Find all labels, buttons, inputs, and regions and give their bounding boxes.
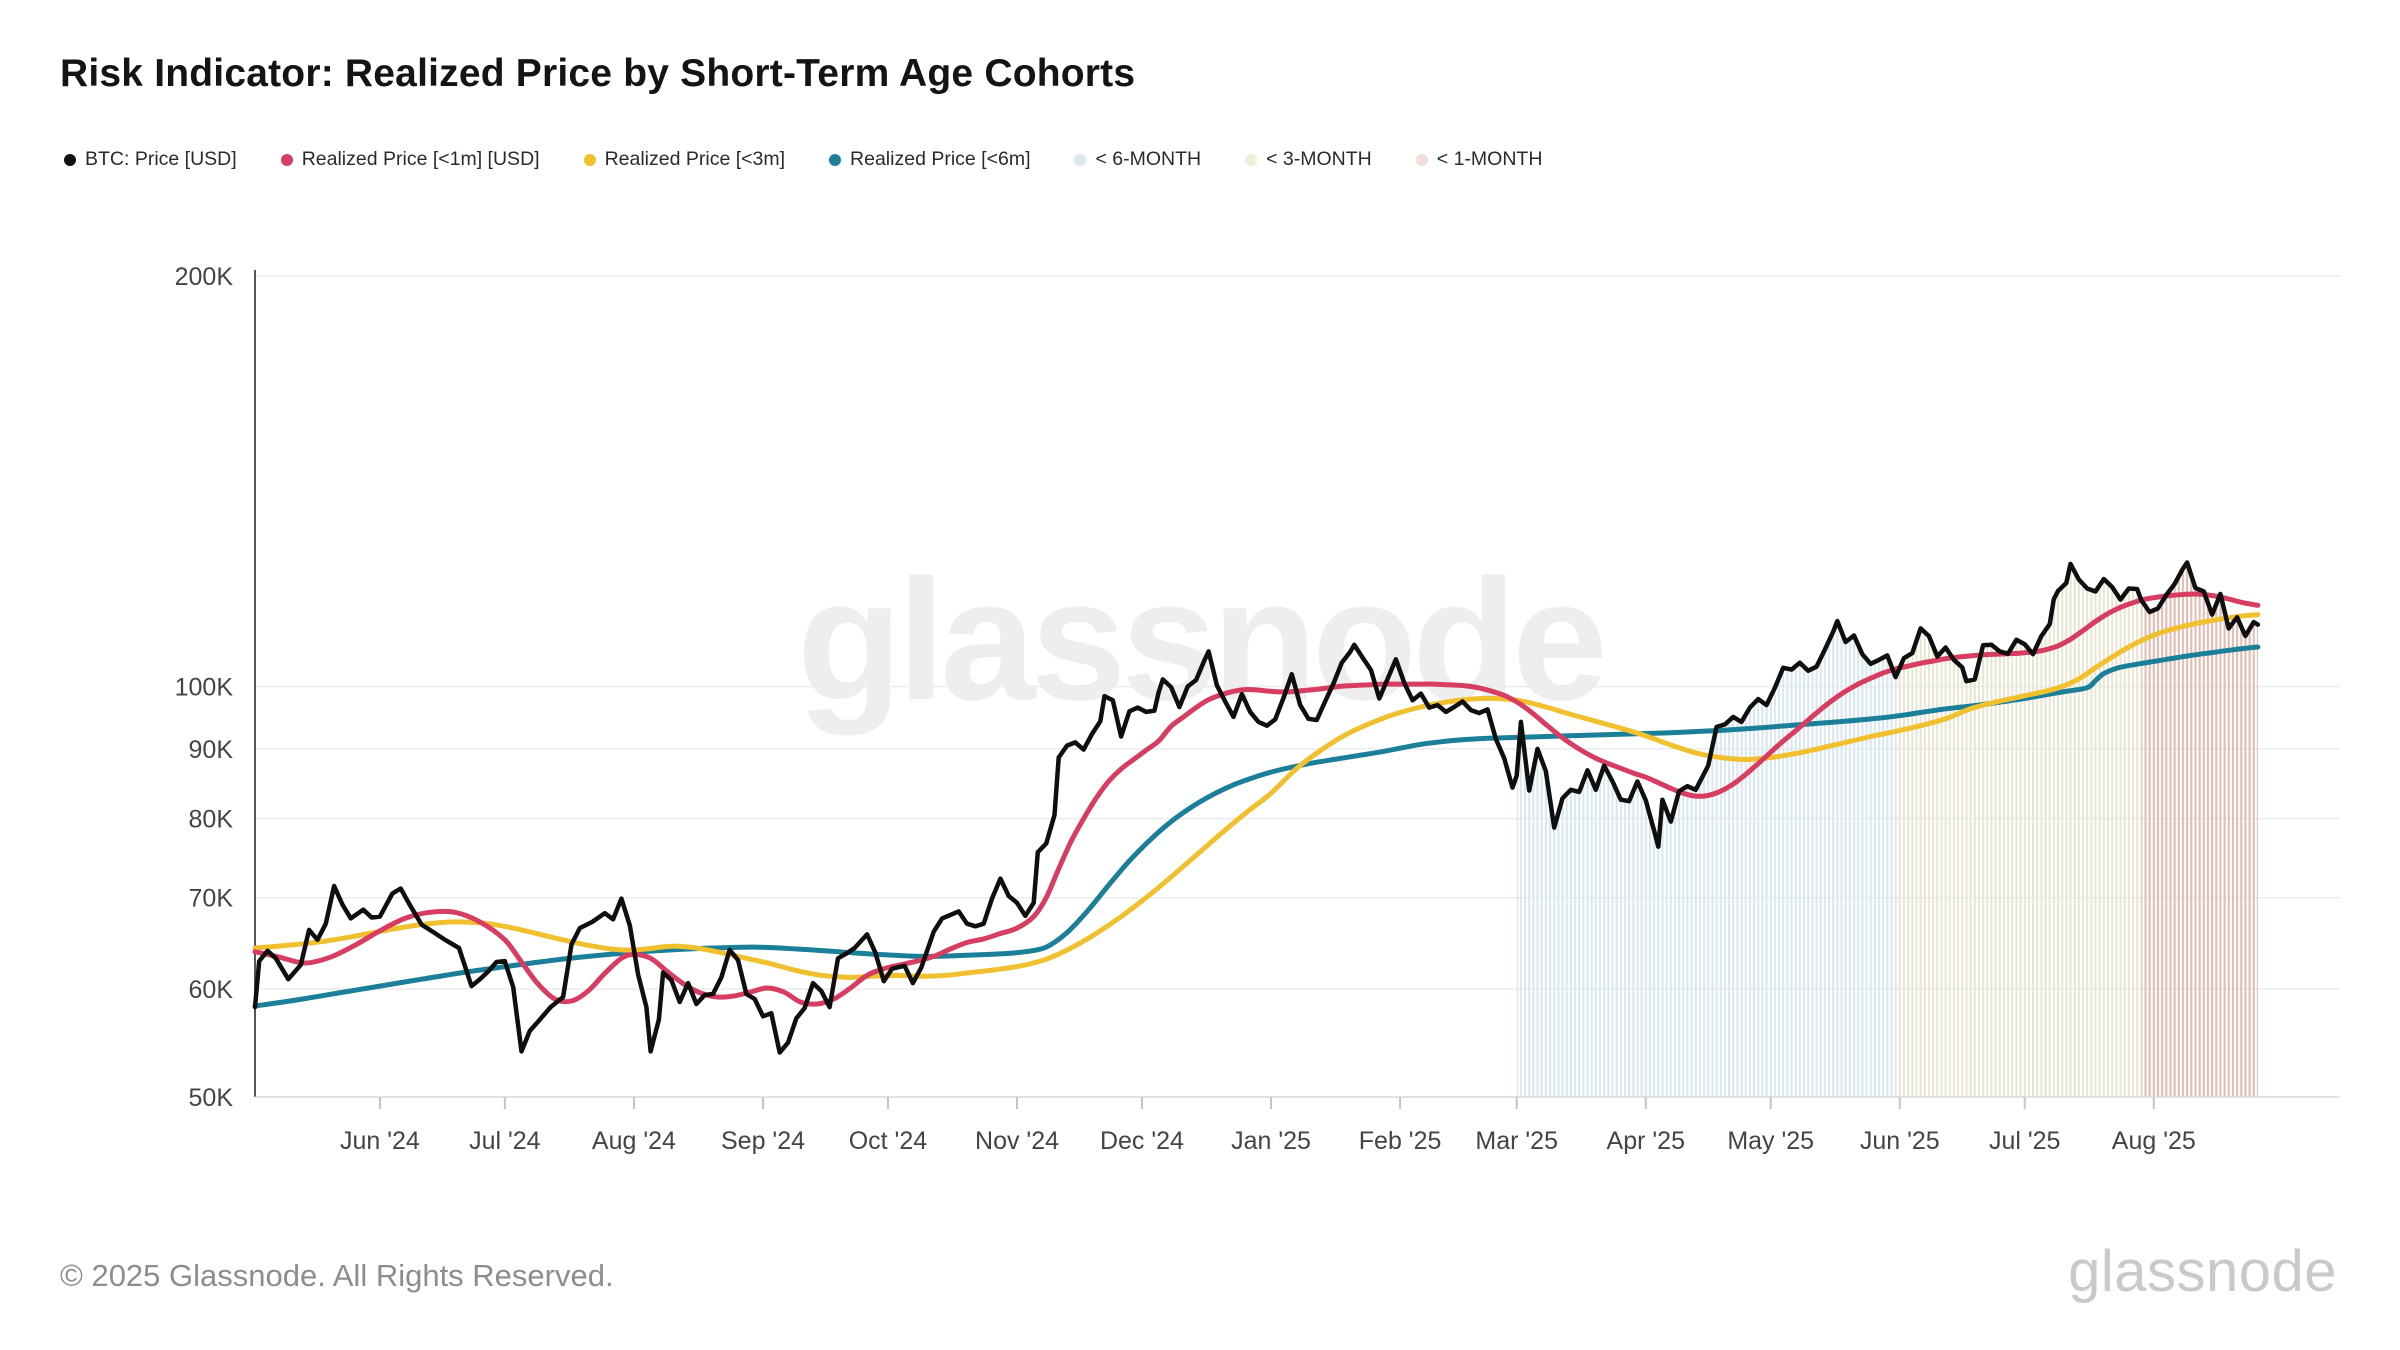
y-axis-label: 60K	[189, 976, 234, 1004]
legend-swatch-icon	[1074, 153, 1087, 166]
y-axis-label: 200K	[175, 263, 234, 291]
legend-item[interactable]: BTC: Price [USD]	[64, 148, 237, 171]
x-axis-label: Jul '25	[1989, 1127, 2060, 1155]
legend-swatch-icon	[1415, 153, 1428, 166]
legend-label: Realized Price [<6m]	[850, 148, 1031, 170]
y-axis-label: 90K	[189, 736, 234, 764]
y-axis-label: 50K	[189, 1084, 234, 1112]
legend-label: < 3-MONTH	[1266, 148, 1372, 170]
legend-item[interactable]: Realized Price [<1m] [USD]	[280, 148, 540, 171]
legend-label: Realized Price [<1m] [USD]	[301, 148, 540, 170]
legend-item[interactable]: < 6-MONTH	[1074, 148, 1201, 171]
legend-label: BTC: Price [USD]	[85, 148, 237, 170]
x-axis-label: Sep '24	[721, 1127, 805, 1155]
x-axis-label: Dec '24	[1100, 1127, 1184, 1155]
page-title: Risk Indicator: Realized Price by Short-…	[60, 52, 1136, 95]
legend-item[interactable]: < 3-MONTH	[1245, 148, 1372, 171]
y-axis-label: 80K	[189, 806, 234, 834]
band-< 6-MONTH	[1516, 621, 1896, 1097]
legend-label: < 6-MONTH	[1095, 148, 1202, 170]
x-axis-label: Jul '24	[469, 1127, 541, 1155]
legend-swatch-icon	[280, 153, 293, 166]
y-axis-label: 100K	[175, 674, 234, 702]
legend-label: Realized Price [<3m]	[604, 148, 786, 170]
series-line-Realized Price [<3m]	[252, 612, 2261, 980]
x-axis-label: Jan '25	[1231, 1127, 1311, 1155]
legend-item[interactable]: Realized Price [<6m]	[829, 148, 1030, 171]
x-axis-label: Mar '25	[1475, 1127, 1558, 1155]
legend-swatch-icon	[829, 153, 842, 166]
legend-swatch-icon	[583, 153, 596, 166]
x-axis-label: Nov '24	[975, 1127, 1059, 1155]
x-axis-label: Jun '25	[1860, 1127, 1940, 1155]
x-axis-label: May '25	[1727, 1127, 1814, 1155]
legend-item[interactable]: < 1-MONTH	[1415, 148, 1543, 171]
legend-label: < 1-MONTH	[1436, 148, 1543, 170]
axis-labels: 200K 100K 90K 80K 70K 60K 50K Jun '24 Jul '24 Aug…	[175, 263, 2196, 1155]
legend-swatch-icon	[64, 153, 76, 166]
band-< 3-MONTH	[1895, 563, 2142, 1097]
legend-swatch-icon	[1245, 153, 1258, 166]
series-line-BTC: Price [USD]	[252, 560, 2261, 1055]
x-axis-label: Feb '25	[1359, 1127, 1442, 1155]
x-axis-label: Apr '25	[1607, 1127, 1685, 1155]
x-axis-label: Oct '24	[849, 1127, 928, 1155]
series-line-Realized Price [<6m]	[252, 644, 2261, 1009]
x-axis-label: Aug '25	[2112, 1127, 2196, 1155]
age-cohort-bands	[1516, 562, 2258, 1097]
x-axis-label: Aug '24	[592, 1127, 676, 1155]
legend-item[interactable]: Realized Price [<3m]	[583, 148, 786, 171]
series-lines	[252, 560, 2261, 1055]
legend: BTC: Price [USD] Realized Price [<1m] [US…	[64, 148, 1542, 171]
band-< 1-MONTH	[2141, 562, 2258, 1097]
glassnode-logo: glassnode	[2068, 1239, 2337, 1304]
y-axis-label: 70K	[189, 885, 234, 913]
x-axis-label: Jun '24	[340, 1127, 420, 1155]
copyright-text: © 2025 Glassnode. All Rights Reserved.	[60, 1258, 614, 1293]
